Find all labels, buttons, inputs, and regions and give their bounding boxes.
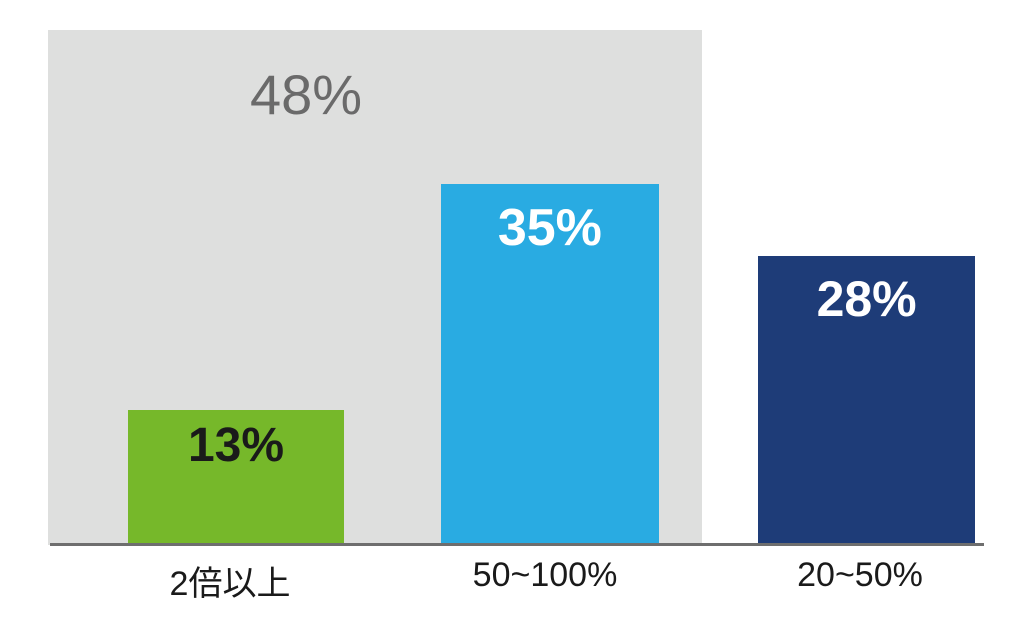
bar-1: 35%	[441, 184, 659, 544]
annotation-48: 48%	[250, 62, 362, 127]
bar-value-1: 35%	[441, 198, 659, 258]
bar-group-2: 28%	[758, 30, 976, 544]
x-label-1: 50~100%	[420, 556, 670, 595]
bar-chart: 48% 13% 35% 28% 2倍以上 50~100% 20~50%	[0, 0, 1024, 624]
x-axis	[50, 543, 984, 546]
bar-0: 13%	[128, 410, 344, 544]
bars-area: 13% 35% 28%	[50, 30, 1004, 544]
x-label-2: 20~50%	[735, 556, 985, 595]
bar-value-0: 13%	[128, 418, 344, 473]
x-label-0: 2倍以上	[105, 556, 355, 605]
bar-value-2: 28%	[758, 270, 976, 328]
bar-2: 28%	[758, 256, 976, 544]
bar-group-1: 35%	[441, 30, 659, 544]
